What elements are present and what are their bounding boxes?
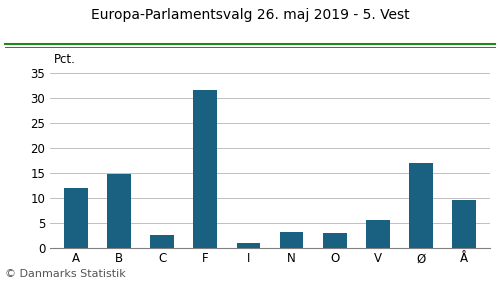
Bar bbox=[194, 90, 217, 248]
Bar bbox=[452, 200, 476, 248]
Bar bbox=[280, 232, 303, 248]
Bar bbox=[236, 243, 260, 248]
Text: Pct.: Pct. bbox=[54, 53, 76, 66]
Bar bbox=[409, 163, 433, 248]
Bar bbox=[323, 233, 346, 248]
Bar bbox=[150, 235, 174, 248]
Text: © Danmarks Statistik: © Danmarks Statistik bbox=[5, 269, 126, 279]
Bar bbox=[64, 188, 88, 248]
Bar bbox=[107, 174, 131, 248]
Text: Europa-Parlamentsvalg 26. maj 2019 - 5. Vest: Europa-Parlamentsvalg 26. maj 2019 - 5. … bbox=[90, 8, 409, 23]
Bar bbox=[366, 220, 390, 248]
